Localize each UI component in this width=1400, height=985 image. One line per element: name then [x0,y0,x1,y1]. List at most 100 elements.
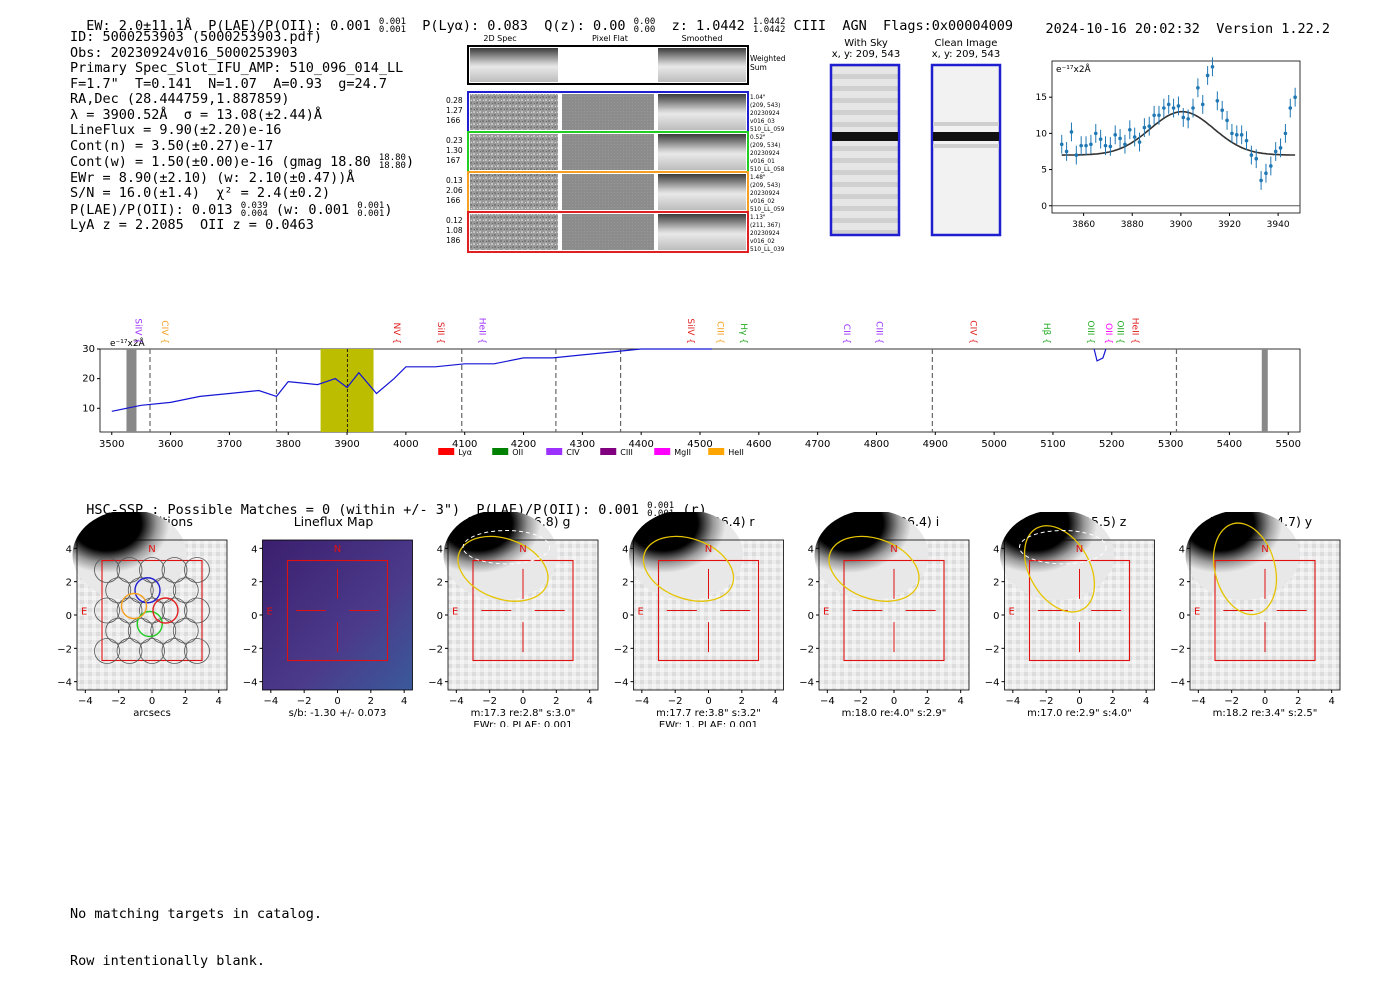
panel-xtick-label: −4 [78,696,93,707]
highlighted-fiber [152,597,179,624]
cutout-left-label: 1.27 [446,106,463,115]
cutout-right-label: v016_03 [750,119,775,125]
fit-point [1200,102,1205,107]
emission-line-label: SiII { [435,322,445,344]
fit-xtick-label: 3940 [1267,220,1290,230]
cutout-left-label: 166 [446,196,461,205]
fit-point [1103,143,1108,148]
emission-line-label: SiIV { [132,318,142,344]
fit-point [1264,171,1268,175]
panel-ytick-label: 2 [808,578,814,589]
fiber-circle [139,597,165,624]
fit-point [1113,133,1118,137]
panel-ytick-label: 4 [1179,544,1185,555]
fit-point [1098,137,1103,141]
cutout-right-label: (209, 534) [750,143,780,149]
legend-swatch [438,448,455,455]
panel-xtick-label: 0 [891,696,897,707]
panel-ytick-label: 4 [993,544,999,555]
emission-line-label: Hγ { [738,323,748,344]
legend-swatch [546,448,563,455]
cutout-left-label: 186 [446,236,461,245]
cutout-right-label: 510_LL_058 [750,167,785,173]
fit-point [1269,164,1273,168]
fit-point [1074,153,1079,157]
fit-point [1118,136,1122,141]
fit-point [1234,133,1239,137]
info-id: ID: 5000253903 (5000253903.pdf) [70,29,322,45]
aperture-box [1028,559,1131,662]
fit-point [1230,131,1234,136]
cutout-left-label: 0.28 [446,96,463,105]
panel-xtick-label: 0 [334,696,340,707]
panel-xtick-label: −2 [853,696,868,707]
source-ellipse [828,535,920,602]
flags-value: Flags:0x00004009 [882,18,1014,34]
north-marker: N [334,544,341,555]
panel-ytick-label: −2 [614,644,629,655]
fit-point [1215,99,1220,103]
cutout-right-label: 0.52" [750,135,766,141]
panel-caption: m:17.3 re:2.8" s:3.0" [471,708,576,719]
fit-xtick-label: 3920 [1218,220,1241,230]
cutout-right-label: 510_LL_059 [750,207,785,213]
panel-ytick-label: −2 [428,644,443,655]
panel-ytick-label: 2 [993,578,999,589]
panel-ytick-label: −4 [1170,678,1185,689]
bright-source [72,512,187,600]
header-bar: EW: 2.0±11.1Å P(LAE)/P(OII): 0.001 0.001… [70,2,1014,35]
cutout-left-label: 1.30 [446,146,463,155]
info-plae: P(LAE)/P(OII): 0.013 0.039 0.004 (w: 0.00… [70,200,393,219]
spectrum-ytick-label: 10 [82,403,95,414]
imaging-panels: Fiber PositionsNE−4−2024420−2−4arcsecsLi… [57,512,1341,727]
cutout-right-label: 20230924 [750,151,780,157]
cutout-right-label: 20230924 [750,231,780,237]
cutout-left-label: 2.06 [446,186,463,195]
fiber-circle [161,557,188,583]
spectrum-xtick-label: 3600 [158,439,183,450]
weighted-sum-label: Weighted [750,54,786,63]
panel-xtick-label: −4 [634,696,649,707]
fiber-circle [184,597,210,624]
spectrum-xtick-label: 4100 [452,439,477,450]
cutout-right-label: 1.48" [750,175,766,181]
panel-title: Lineflux Map [294,514,374,529]
fit-point [1225,118,1229,123]
spectrum-xtick-label: 3700 [217,439,242,450]
cutout-right-label: v016_02 [750,239,775,245]
with-sky-title: With Sky [844,38,888,49]
fit-point [1162,106,1166,110]
emission-line-label: CIV { [968,320,978,344]
source-ellipse [1212,522,1278,616]
fit-ytick-label: 15 [1036,93,1047,103]
highlighted-fiber [136,610,163,638]
legend-swatch [654,448,671,455]
source-ellipse [457,535,549,602]
east-marker: E [1009,607,1015,618]
spectrum-xtick-label: 3500 [99,439,124,450]
emission-line-label: SiIV { [685,318,695,344]
cutout-right-label: (209, 543) [750,103,780,109]
fiber-circle [94,597,120,624]
emission-line-label: CIV { [159,320,169,344]
east-marker: E [638,607,644,618]
panel-xtick-label: 4 [957,696,963,707]
panel-xtick-label: 2 [739,696,745,707]
cutout-right-label: 510_LL_039 [750,247,785,253]
fit-ytick-label: 0 [1041,202,1047,212]
fit-point [1128,127,1132,132]
fit-ytick-label: 10 [1036,129,1048,139]
footer-notes: No matching targets in catalog. Row inte… [70,876,322,985]
panel-xtick-label: 4 [215,696,221,707]
fiber-circle [127,617,154,644]
plae-value: P(LAE)/P(OII): 0.001 [208,18,371,34]
cutout-left-label: 166 [446,116,461,125]
panel-xtick-label: −2 [1039,696,1054,707]
col-header-flat: Pixel Flat [592,34,628,43]
info-radec: RA,Dec (28.444759,1.887859) [70,91,290,107]
